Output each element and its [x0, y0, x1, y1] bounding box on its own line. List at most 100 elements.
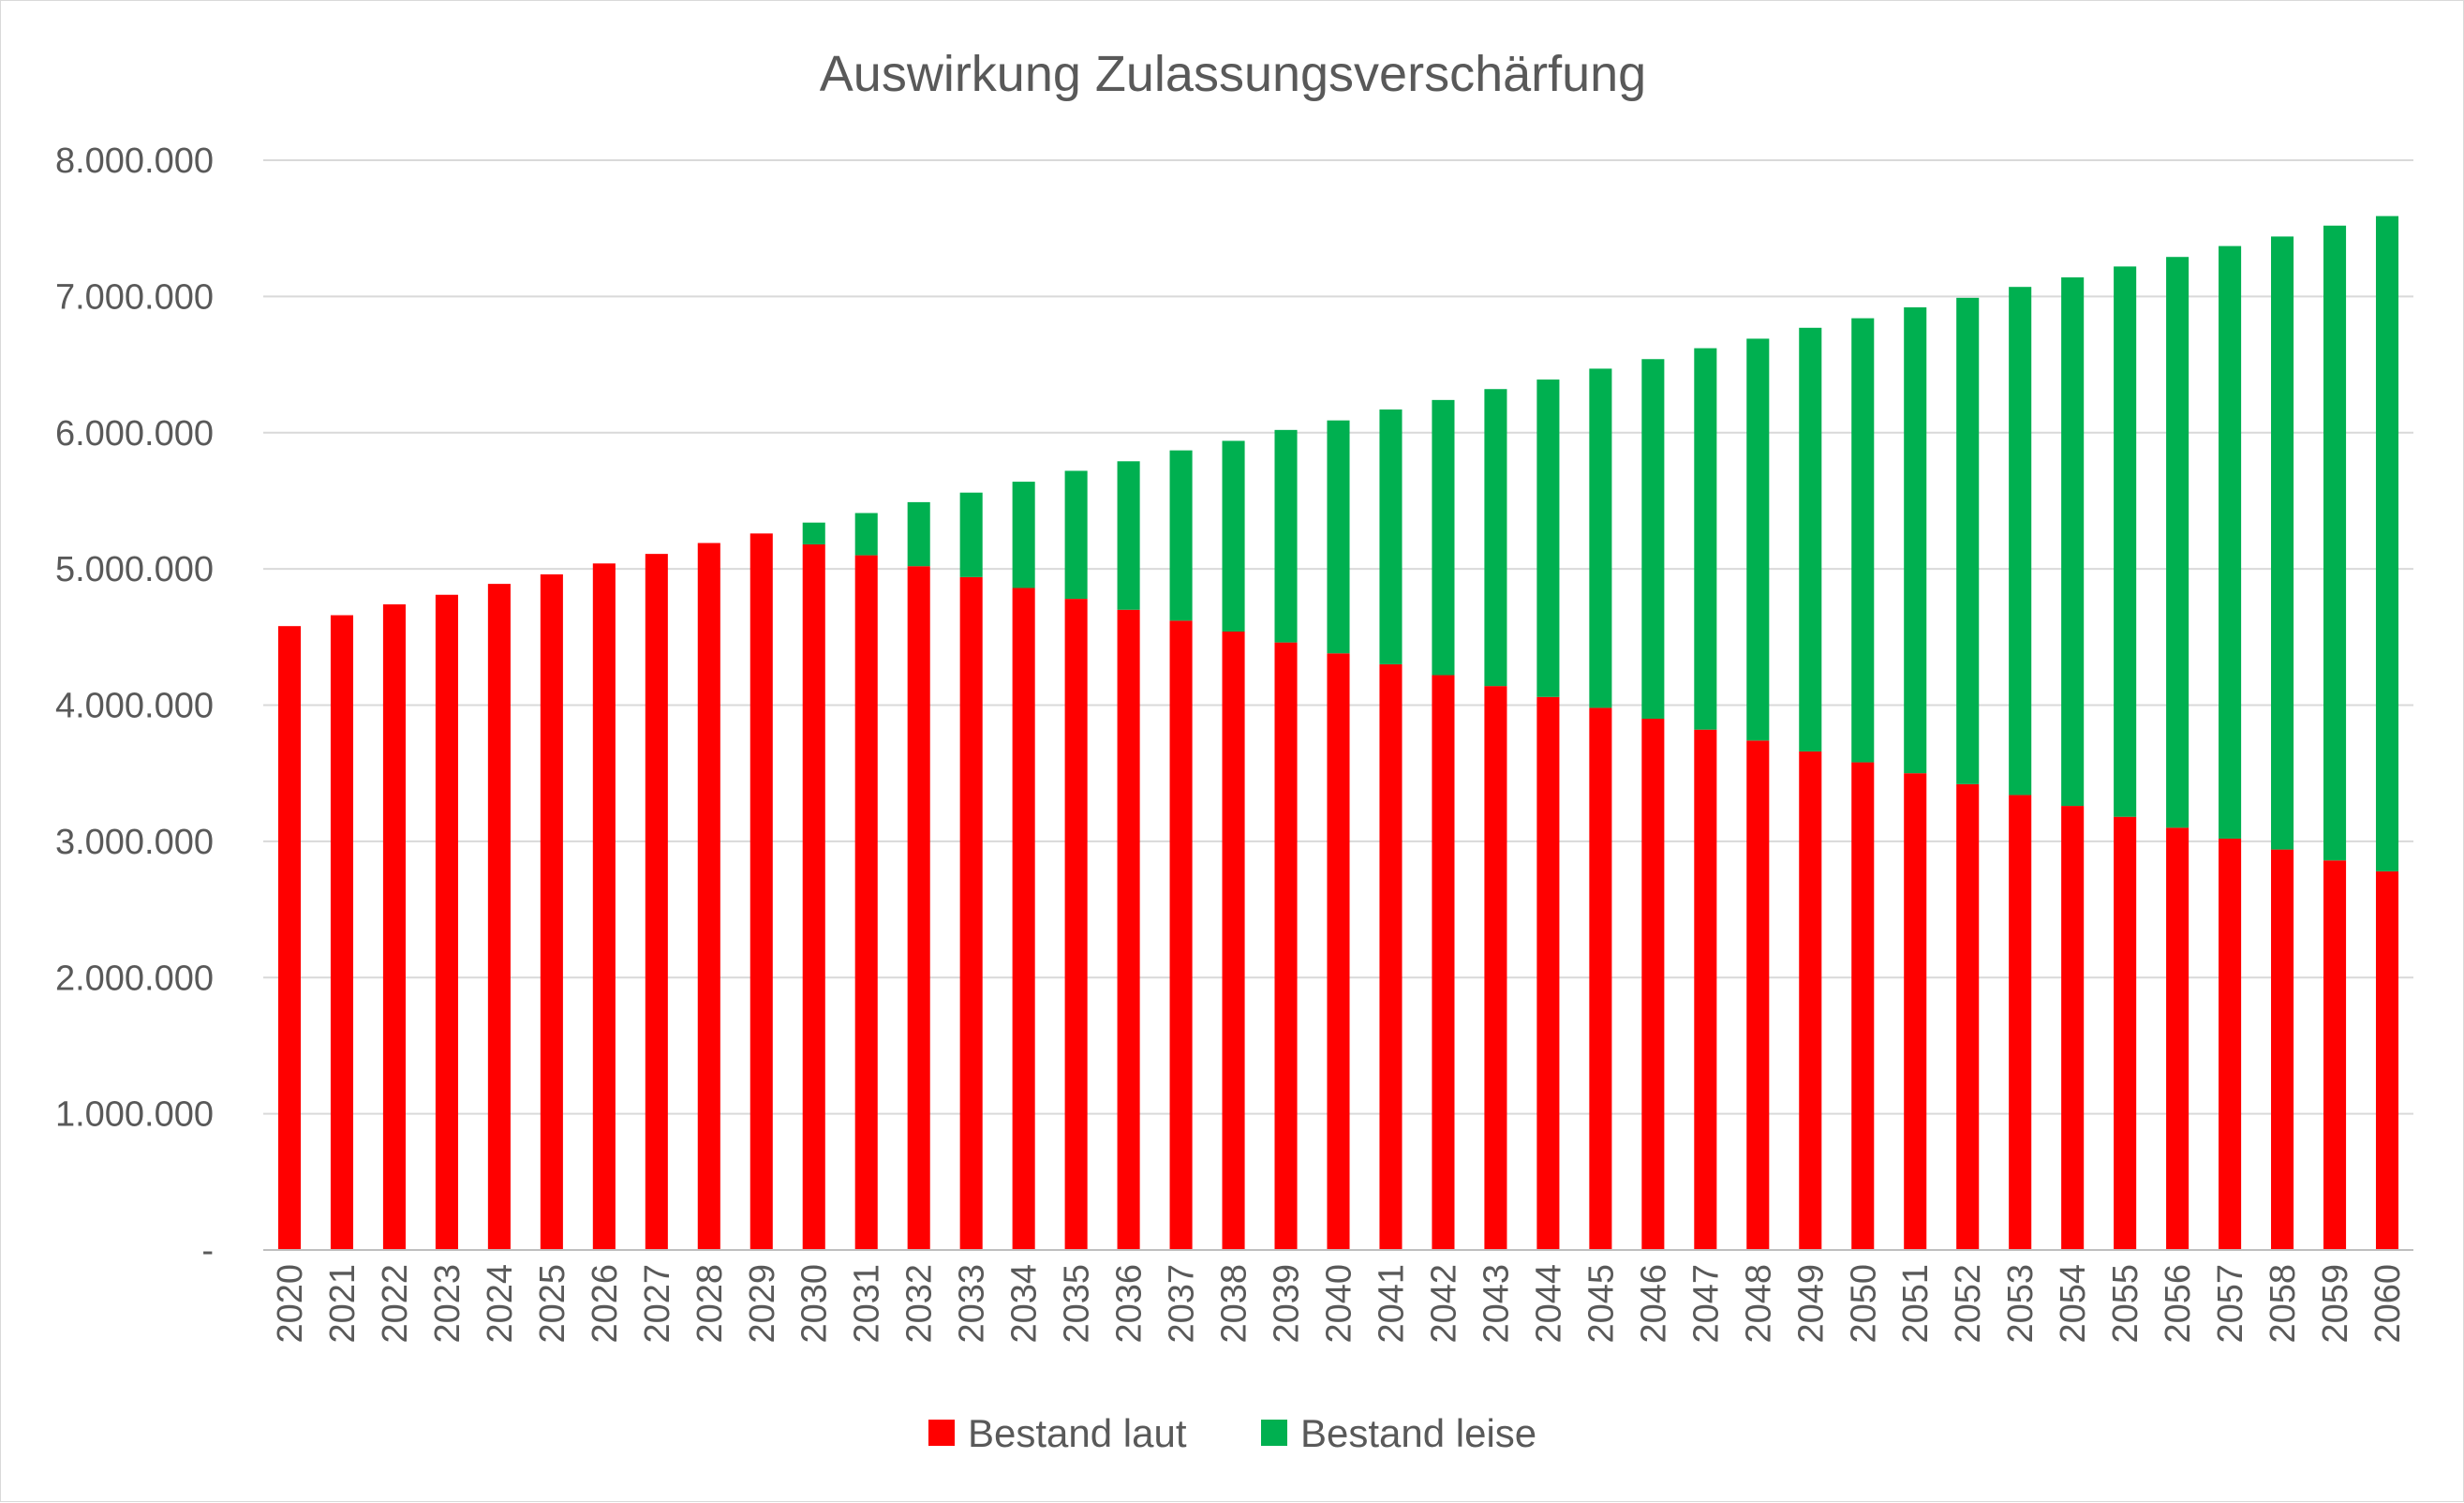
bar-bestand-laut [330, 615, 353, 1250]
bar-bestand-leise [1432, 399, 1455, 676]
y-tick-label: 8.000.000 [55, 141, 214, 181]
bar-bestand-leise [959, 492, 983, 577]
bar-bestand-leise [907, 501, 930, 567]
x-tick-label: 2032 [900, 1264, 940, 1344]
bar-bestand-leise [1799, 327, 1822, 752]
x-axis-tick-labels: 2020 2021 2022 2023 2024 2025 2026 2027 2028 2029… [271, 1264, 2408, 1344]
bar-bestand-laut [1484, 686, 1507, 1250]
bar-bestand-laut [2166, 827, 2189, 1250]
bar-bestand-laut [645, 554, 668, 1250]
x-tick-label: 2044 [1529, 1264, 1568, 1344]
y-tick-label: - [201, 1231, 214, 1271]
bar-bestand-leise [2009, 287, 2032, 796]
bar-bestand-leise [2166, 257, 2189, 828]
bar-bestand-laut [1274, 642, 1298, 1250]
x-tick-label: 2036 [1110, 1264, 1150, 1344]
y-tick-label: 4.000.000 [55, 687, 214, 726]
bar-bestand-laut [1169, 620, 1193, 1250]
bar-bestand-laut [697, 543, 720, 1250]
x-tick-label: 2030 [795, 1264, 835, 1344]
bar-bestand-leise [1222, 440, 1245, 632]
bar-bestand-leise [2323, 225, 2347, 861]
x-tick-label: 2040 [1320, 1264, 1359, 1344]
bar-bestand-leise [1536, 379, 1560, 697]
bar-bestand-leise [1956, 297, 1980, 784]
bar-bestand-laut [1799, 751, 1822, 1250]
bar-bestand-laut [540, 573, 563, 1250]
bar-bestand-laut [592, 563, 616, 1250]
x-tick-label: 2060 [2368, 1264, 2408, 1344]
bar-bestand-laut [750, 533, 773, 1250]
bar-bestand-laut [2271, 849, 2294, 1250]
x-tick-label: 2031 [848, 1264, 887, 1344]
bar-bestand-leise [1851, 318, 1875, 763]
y-tick-label: 6.000.000 [55, 414, 214, 454]
x-tick-label: 2023 [428, 1264, 468, 1344]
y-tick-label: 2.000.000 [55, 959, 214, 998]
bar-bestand-laut [1327, 653, 1350, 1250]
legend-label-bestand-laut: Bestand laut [968, 1411, 1187, 1455]
legend-label-bestand-leise: Bestand leise [1300, 1411, 1536, 1455]
bar-bestand-laut [2009, 795, 2032, 1250]
x-tick-label: 2046 [1634, 1264, 1673, 1344]
bar-bestand-laut [1064, 599, 1088, 1250]
y-tick-label: 5.000.000 [55, 550, 214, 589]
x-tick-label: 2053 [2001, 1264, 2041, 1344]
bar-bestand-leise [2061, 277, 2085, 807]
bar-bestand-leise [1904, 307, 1927, 774]
x-tick-label: 2020 [271, 1264, 310, 1344]
x-tick-label: 2049 [1791, 1264, 1831, 1344]
bar-bestand-leise [2375, 216, 2399, 871]
x-tick-label: 2029 [743, 1264, 782, 1344]
x-tick-label: 2048 [1739, 1264, 1778, 1344]
bar-bestand-laut [2219, 838, 2242, 1250]
bar-bestand-laut [907, 566, 930, 1250]
bar-bestand-laut [2061, 806, 2085, 1250]
x-tick-label: 2052 [1949, 1264, 1988, 1344]
x-tick-label: 2027 [638, 1264, 677, 1344]
bar-bestand-laut [1956, 783, 1980, 1250]
x-tick-label: 2042 [1424, 1264, 1463, 1344]
legend-swatch-bestand-leise [1261, 1420, 1287, 1446]
x-tick-label: 2021 [323, 1264, 363, 1344]
bar-bestand-leise [1012, 482, 1035, 588]
bar-bestand-laut [1746, 740, 1770, 1250]
bar-bestand-leise [1589, 368, 1612, 708]
x-tick-label: 2051 [1896, 1264, 1936, 1344]
bar-bestand-laut [382, 603, 406, 1250]
bar-bestand-laut [1536, 696, 1560, 1250]
bar-bestand-laut [1851, 762, 1875, 1250]
x-tick-label: 2037 [1163, 1264, 1202, 1344]
x-tick-label: 2022 [376, 1264, 415, 1344]
x-tick-label: 2033 [953, 1264, 992, 1344]
x-tick-label: 2039 [1268, 1264, 1307, 1344]
bar-bestand-laut [1432, 675, 1455, 1250]
x-tick-label: 2025 [533, 1264, 572, 1344]
bar-bestand-leise [2271, 236, 2294, 850]
x-tick-label: 2024 [481, 1264, 520, 1344]
bar-bestand-laut [1641, 719, 1665, 1250]
bar-bestand-leise [1379, 409, 1403, 664]
x-tick-label: 2038 [1215, 1264, 1254, 1344]
bar-bestand-laut [802, 543, 825, 1250]
bar-bestand-laut [1222, 631, 1245, 1250]
x-tick-label: 2035 [1058, 1264, 1097, 1344]
bar-bestand-laut [959, 576, 983, 1250]
bar-bestand-leise [1327, 420, 1350, 654]
bar-bestand-laut [435, 594, 458, 1250]
x-tick-label: 2045 [1581, 1264, 1621, 1344]
bar-bestand-leise [2219, 246, 2242, 839]
legend: Bestand laut Bestand leise [928, 1411, 1536, 1455]
y-tick-label: 7.000.000 [55, 277, 214, 317]
bar-bestand-leise [854, 513, 878, 556]
x-tick-label: 2026 [586, 1264, 625, 1344]
bar-bestand-leise [1694, 348, 1717, 730]
bar-bestand-laut [277, 626, 302, 1250]
bar-bestand-laut [1117, 609, 1140, 1250]
bar-bestand-leise [1641, 359, 1665, 720]
x-tick-label: 2050 [1844, 1264, 1883, 1344]
y-tick-label: 1.000.000 [55, 1095, 214, 1135]
y-axis-tick-labels: - 1.000.000 2.000.000 3.000.000 4.000.000 5.0… [55, 141, 214, 1271]
